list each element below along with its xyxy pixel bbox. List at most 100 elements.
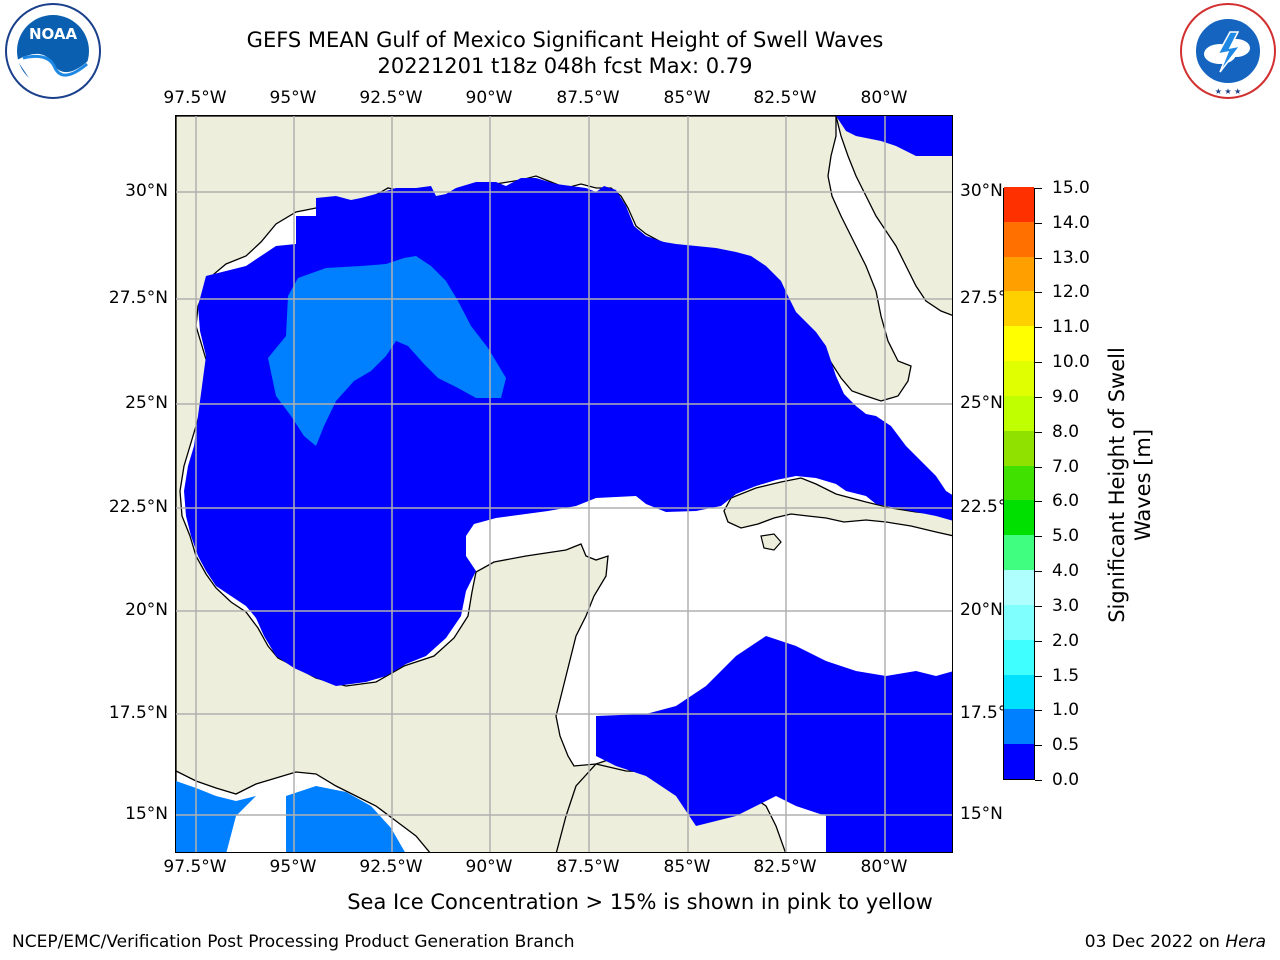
- lon-label-bottom: 80°W: [860, 857, 908, 877]
- noaa-logo-text: NOAA: [29, 25, 78, 43]
- colorbar-tick-label: 6.0: [1052, 491, 1080, 512]
- svg-text:★ ★ ★: ★ ★ ★: [1215, 87, 1242, 96]
- colorbar-tick-label: 10.0: [1052, 352, 1090, 373]
- colorbar-tick: [1035, 362, 1042, 364]
- colorbar-tick-label: 8.0: [1052, 421, 1080, 442]
- land-florida: [835, 116, 952, 316]
- lon-label-top: 95°W: [269, 88, 317, 108]
- colorbar-segment: [1004, 569, 1034, 605]
- colorbar-tick-label: 15.0: [1052, 178, 1090, 198]
- wave-region-moderate: [268, 256, 506, 446]
- colorbar-tick: [1035, 640, 1042, 642]
- colorbar-tick-label: 12.0: [1052, 282, 1090, 303]
- colorbar-tick: [1035, 745, 1042, 747]
- wave-region-caribbean: [596, 636, 952, 852]
- colorbar-segment: [1004, 604, 1034, 640]
- colorbar-segment: [1004, 743, 1034, 779]
- colorbar-tick-label: 3.0: [1052, 595, 1080, 616]
- colorbar-tick-label: 4.0: [1052, 561, 1080, 582]
- wave-region-moderate-sw2: [286, 786, 405, 852]
- lon-label-bottom: 92.5°W: [359, 857, 423, 877]
- colorbar-tick-label: 13.0: [1052, 247, 1090, 268]
- colorbar-tick-label: 1.0: [1052, 700, 1080, 721]
- colorbar-segment: [1004, 499, 1034, 536]
- lon-label-bottom: 85°W: [663, 857, 711, 877]
- colorbar-label: Significant Height of Swell Waves [m]: [1104, 347, 1156, 623]
- lon-label-bottom: 90°W: [465, 857, 513, 877]
- lat-label-right: 20°N: [960, 600, 1003, 620]
- colorbar-tick-label: 0.0: [1052, 770, 1080, 790]
- colorbar-segment: [1004, 325, 1034, 362]
- chart-title: GEFS MEAN Gulf of Mexico Significant Hei…: [246, 28, 884, 52]
- chart-subtitle: 20221201 t18z 048h fcst Max: 0.79: [377, 54, 753, 78]
- lat-label-left: 22.5°N: [108, 497, 168, 517]
- lon-label-top: 92.5°W: [359, 88, 423, 108]
- lat-label-left: 17.5°N: [108, 703, 168, 723]
- colorbar-tick-label: 14.0: [1052, 212, 1090, 233]
- footer-left: NCEP/EMC/Verification Post Processing Pr…: [12, 932, 575, 952]
- lat-label-right: 15°N: [960, 804, 1003, 824]
- footer-right: 03 Dec 2022 on Hera: [1085, 932, 1266, 952]
- colorbar-tick-label: 7.0: [1052, 456, 1080, 477]
- colorbar-segment: [1004, 360, 1034, 396]
- colorbar-tick-label: 9.0: [1052, 386, 1080, 407]
- colorbar-segment: [1004, 290, 1034, 327]
- colorbar-segment: [1004, 708, 1034, 745]
- land-isla-juventud: [760, 533, 782, 551]
- colorbar-label-line2: Waves [m]: [1131, 428, 1155, 542]
- colorbar-segment: [1004, 639, 1034, 675]
- lat-label-right: 25°N: [960, 393, 1003, 413]
- colorbar: [1003, 186, 1035, 780]
- colorbar-tick: [1035, 431, 1042, 433]
- lat-label-left: 27.5°N: [108, 288, 168, 308]
- colorbar-tick-label: 11.0: [1052, 317, 1090, 338]
- colorbar-segment: [1004, 430, 1034, 466]
- colorbar-tick: [1035, 466, 1042, 468]
- colorbar-tick: [1035, 675, 1042, 677]
- colorbar-segment: [1004, 221, 1034, 257]
- lat-label-left: 20°N: [125, 600, 168, 620]
- lat-label-left: 15°N: [125, 804, 168, 824]
- colorbar-segment: [1004, 256, 1034, 292]
- lon-label-bottom: 97.5°W: [163, 857, 227, 877]
- land-cuba: [723, 477, 952, 537]
- lon-label-top: 90°W: [465, 88, 513, 108]
- caption: Sea Ice Concentration > 15% is shown in …: [347, 890, 933, 914]
- lon-label-bottom: 95°W: [269, 857, 317, 877]
- wave-field: [176, 116, 952, 852]
- colorbar-tick-label: 0.5: [1052, 735, 1080, 756]
- lon-label-top: 82.5°W: [753, 88, 817, 108]
- colorbar-label-line1: Significant Height of Swell: [1105, 347, 1129, 623]
- colorbar-tick: [1035, 501, 1042, 503]
- colorbar-tick: [1035, 571, 1042, 573]
- lat-label-left: 25°N: [125, 393, 168, 413]
- lat-label-right: 30°N: [960, 181, 1003, 201]
- lon-label-bottom: 82.5°W: [753, 857, 817, 877]
- colorbar-tick-label: 5.0: [1052, 526, 1080, 547]
- footer-date: 03 Dec 2022 on: [1084, 932, 1226, 952]
- colorbar-segment: [1004, 395, 1034, 431]
- colorbar-tick: [1035, 292, 1042, 294]
- colorbar-segment: [1004, 465, 1034, 501]
- colorbar-tick: [1035, 222, 1042, 224]
- colorbar-segment: [1004, 674, 1034, 710]
- colorbar-tick: [1035, 710, 1042, 712]
- colorbar-tick: [1035, 188, 1042, 189]
- noaa-logo: NOAA: [3, 2, 103, 100]
- colorbar-segment: [1004, 186, 1034, 222]
- colorbar-tick: [1035, 780, 1042, 781]
- colorbar-tick: [1035, 396, 1042, 398]
- nws-logo: ★ ★ ★: [1178, 2, 1278, 100]
- lon-label-top: 85°W: [663, 88, 711, 108]
- lat-label-left: 30°N: [125, 181, 168, 201]
- footer-machine: Hera: [1225, 932, 1266, 952]
- map-panel: [175, 115, 953, 853]
- lon-label-top: 80°W: [860, 88, 908, 108]
- lon-label-top: 87.5°W: [556, 88, 620, 108]
- lon-label-bottom: 87.5°W: [556, 857, 620, 877]
- colorbar-tick: [1035, 257, 1042, 259]
- colorbar-tick-label: 2.0: [1052, 630, 1080, 651]
- graticule: [176, 116, 952, 852]
- colorbar-segment: [1004, 534, 1034, 571]
- map-svg: [176, 116, 952, 852]
